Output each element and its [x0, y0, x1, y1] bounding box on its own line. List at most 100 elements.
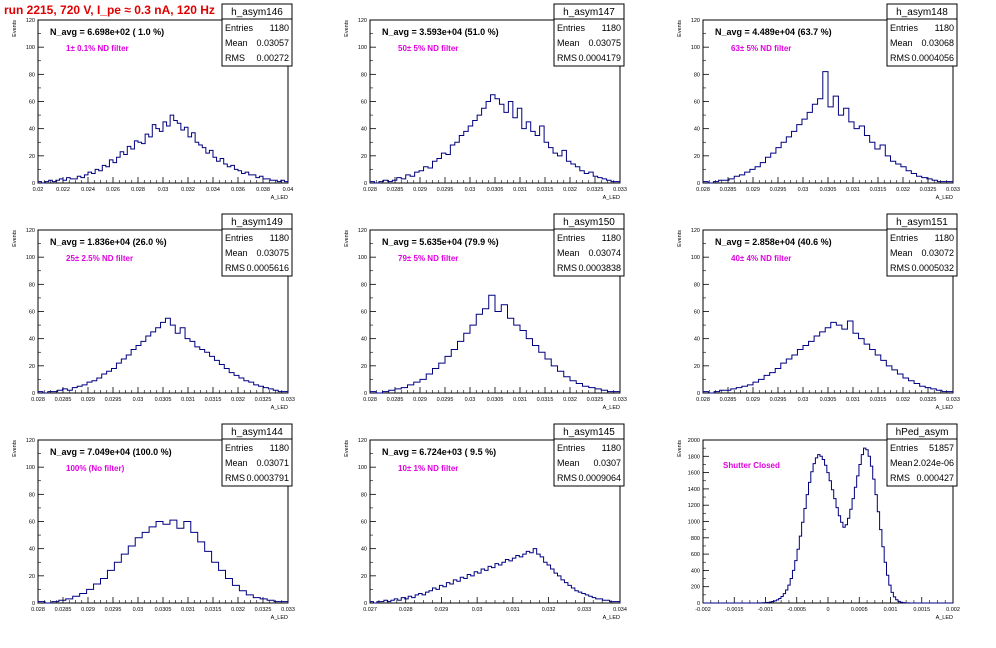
- y-tick-label: 40: [29, 337, 35, 343]
- y-tick-label: 600: [691, 552, 700, 558]
- y-tick-label: 1200: [688, 503, 700, 509]
- filter-label: Shutter Closed: [723, 461, 780, 470]
- stats-value: 0.03074: [588, 248, 621, 258]
- x-tick-label: 0.0325: [255, 397, 272, 403]
- stats-label: Mean: [890, 248, 913, 258]
- y-tick-label: 120: [358, 228, 367, 234]
- x-axis-label: A_LED: [271, 195, 288, 201]
- x-tick-label: 0.001: [884, 607, 898, 613]
- stats-value: 0.03075: [256, 248, 289, 258]
- histogram-h_asym148: 0 20 40 60 80 100 120 0.028 0.0285 0.029 0.0295 0.0…: [677, 3, 960, 201]
- x-axis-label: A_LED: [603, 615, 620, 621]
- histogram-line: [369, 294, 621, 394]
- y-tick-label: 1600: [688, 471, 700, 477]
- x-axis-label: A_LED: [603, 195, 620, 201]
- navg-label: N_avg = 5.635e+04 (79.9 %): [382, 237, 499, 247]
- x-tick-label: 0.032: [231, 607, 245, 613]
- stats-label: RMS: [557, 473, 577, 483]
- x-axis-label: A_LED: [271, 615, 288, 621]
- x-tick-label: 0.0285: [55, 397, 72, 403]
- x-tick-label: 0.03: [465, 187, 476, 193]
- y-tick-label: 1800: [688, 454, 700, 460]
- x-tick-label: 0.0305: [820, 187, 837, 193]
- x-tick-label: 0.032: [563, 187, 577, 193]
- filter-label: 79± 5% ND filter: [398, 254, 458, 263]
- x-tick-label: 0.0305: [487, 187, 504, 193]
- y-tick-label: 60: [361, 520, 367, 526]
- histogram-hPed_asym: 0 200 400 600 800 1000 1200 1400 1600 1800 2000 -0.…: [677, 423, 960, 621]
- y-tick-label: 80: [361, 282, 367, 288]
- stats-value: 0.03075: [588, 38, 621, 48]
- x-tick-label: 0.024: [81, 187, 95, 193]
- stats-value: 0.03072: [921, 248, 954, 258]
- y-tick-label: 100: [358, 465, 367, 471]
- navg-label: N_avg = 2.858e+04 (40.6 %): [715, 237, 832, 247]
- stats-label: RMS: [890, 53, 910, 63]
- y-tick-label: 20: [694, 364, 700, 370]
- stats-value: 0.0004179: [578, 53, 621, 63]
- x-tick-label: 0.0325: [587, 397, 604, 403]
- y-tick-label: 40: [361, 547, 367, 553]
- x-tick-label: 0.0325: [920, 397, 937, 403]
- x-tick-label: 0.028: [131, 187, 145, 193]
- stats-value: 1180: [602, 23, 621, 33]
- y-tick-label: 0: [364, 601, 367, 607]
- y-tick-label: 40: [29, 547, 35, 553]
- stats-title: h_asym147: [563, 7, 615, 18]
- histogram-h_asym150: 0 20 40 60 80 100 120 0.028 0.0285 0.029 0.0295 0.0…: [344, 213, 627, 411]
- x-tick-label: 0.032: [563, 397, 577, 403]
- stats-value: 0.00272: [256, 53, 289, 63]
- y-tick-label: 80: [694, 72, 700, 78]
- x-tick-label: 0.0295: [437, 187, 454, 193]
- y-tick-label: 0: [697, 601, 700, 607]
- y-tick-label: 20: [361, 154, 367, 160]
- stats-label: RMS: [557, 53, 577, 63]
- y-tick-label: 120: [691, 18, 700, 24]
- stats-title: h_asym148: [896, 7, 948, 18]
- x-tick-label: 0.031: [506, 607, 520, 613]
- stats-label: Mean: [557, 38, 580, 48]
- y-tick-label: 800: [691, 536, 700, 542]
- x-tick-label: 0.034: [613, 607, 627, 613]
- x-tick-label: 0.033: [946, 397, 960, 403]
- histogram-h_asym144: 0 20 40 60 80 100 120 0.028 0.0285 0.029 0.0295 0.0…: [12, 423, 295, 621]
- x-tick-label: 0.0315: [537, 187, 554, 193]
- y-tick-label: 80: [361, 492, 367, 498]
- x-tick-label: 0.028: [696, 187, 710, 193]
- stats-label: Entries: [557, 443, 586, 453]
- stats-label: Mean: [557, 458, 580, 468]
- x-tick-label: 0.03: [798, 397, 809, 403]
- x-tick-label: 0.032: [896, 187, 910, 193]
- x-tick-label: 0.032: [542, 607, 556, 613]
- x-tick-label: -0.0015: [725, 607, 744, 613]
- y-axis-label: Events: [344, 230, 350, 247]
- y-axis-label: Events: [12, 230, 18, 247]
- y-tick-label: 20: [694, 154, 700, 160]
- stats-label: RMS: [890, 473, 910, 483]
- stats-value: 0.000427: [916, 473, 954, 483]
- y-tick-label: 100: [26, 465, 35, 471]
- y-tick-label: 120: [26, 228, 35, 234]
- y-tick-label: 60: [29, 520, 35, 526]
- x-tick-label: 0.032: [181, 187, 195, 193]
- histogram-line: [369, 548, 621, 604]
- y-tick-label: 100: [358, 255, 367, 261]
- y-tick-label: 20: [361, 574, 367, 580]
- stats-value: 1180: [935, 23, 954, 33]
- x-tick-label: 0.0285: [387, 187, 404, 193]
- stats-box: h_asym147 Entries 1180 Mean 0.03075 RMS 0.0004…: [553, 3, 625, 67]
- run-title: run 2215, 720 V, I_pe ≈ 0.3 nA, 120 Hz: [4, 3, 215, 17]
- stats-value: 1180: [602, 443, 621, 453]
- x-tick-label: 0.0005: [851, 607, 868, 613]
- histogram-line: [702, 71, 954, 184]
- x-tick-label: 0.0315: [205, 397, 222, 403]
- filter-label: 40± 4% ND filter: [731, 254, 791, 263]
- x-tick-label: 0.0285: [55, 607, 72, 613]
- stats-value: 0.0005616: [246, 263, 289, 273]
- y-tick-label: 1400: [688, 487, 700, 493]
- x-tick-label: 0.03: [472, 607, 483, 613]
- x-tick-label: 0.0305: [487, 397, 504, 403]
- navg-label: N_avg = 7.049e+04 (100.0 %): [50, 447, 172, 457]
- x-axis-label: A_LED: [271, 405, 288, 411]
- x-tick-label: 0.029: [81, 607, 95, 613]
